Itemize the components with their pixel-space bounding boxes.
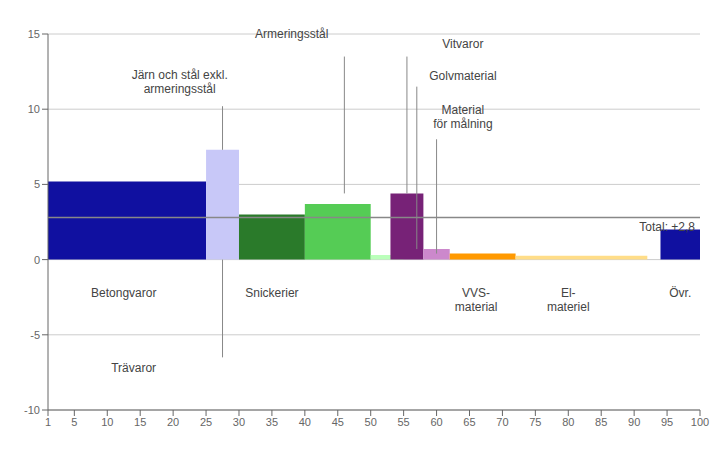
svg-text:Armeringsstål: Armeringsstål <box>255 27 328 41</box>
svg-text:65: 65 <box>463 416 475 428</box>
svg-text:25: 25 <box>200 416 212 428</box>
svg-text:Vitvaror: Vitvaror <box>442 37 483 51</box>
svg-text:70: 70 <box>496 416 508 428</box>
svg-text:1: 1 <box>45 416 51 428</box>
svg-text:5: 5 <box>34 178 40 190</box>
svg-text:95: 95 <box>661 416 673 428</box>
svg-text:Total: +2,8: Total: +2,8 <box>639 220 695 234</box>
svg-text:5: 5 <box>71 416 77 428</box>
svg-text:10: 10 <box>101 416 113 428</box>
svg-text:-5: -5 <box>30 329 40 341</box>
svg-text:10: 10 <box>28 103 40 115</box>
svg-text:Materialför målning: Materialför målning <box>433 103 492 131</box>
svg-text:Järn och stål exkl.armeringsst: Järn och stål exkl.armeringsstål <box>132 68 228 96</box>
svg-text:40: 40 <box>299 416 311 428</box>
svg-text:20: 20 <box>167 416 179 428</box>
svg-text:Övr.: Övr. <box>669 286 691 300</box>
svg-text:45: 45 <box>332 416 344 428</box>
svg-text:80: 80 <box>562 416 574 428</box>
svg-text:-10: -10 <box>24 404 40 416</box>
svg-text:15: 15 <box>28 28 40 40</box>
svg-text:Snickerier: Snickerier <box>245 286 298 300</box>
svg-text:55: 55 <box>398 416 410 428</box>
svg-text:El-materiel: El-materiel <box>547 286 590 314</box>
svg-text:85: 85 <box>595 416 607 428</box>
svg-text:15: 15 <box>134 416 146 428</box>
svg-text:Trävaror: Trävaror <box>111 361 156 375</box>
svg-text:Golvmaterial: Golvmaterial <box>429 69 496 83</box>
svg-text:100: 100 <box>691 416 709 428</box>
svg-text:VVS-material: VVS-material <box>455 286 498 314</box>
svg-text:75: 75 <box>529 416 541 428</box>
svg-text:30: 30 <box>233 416 245 428</box>
svg-text:60: 60 <box>430 416 442 428</box>
svg-text:50: 50 <box>365 416 377 428</box>
svg-text:Betongvaror: Betongvaror <box>91 286 156 300</box>
svg-text:90: 90 <box>628 416 640 428</box>
svg-text:0: 0 <box>34 254 40 266</box>
svg-text:35: 35 <box>266 416 278 428</box>
